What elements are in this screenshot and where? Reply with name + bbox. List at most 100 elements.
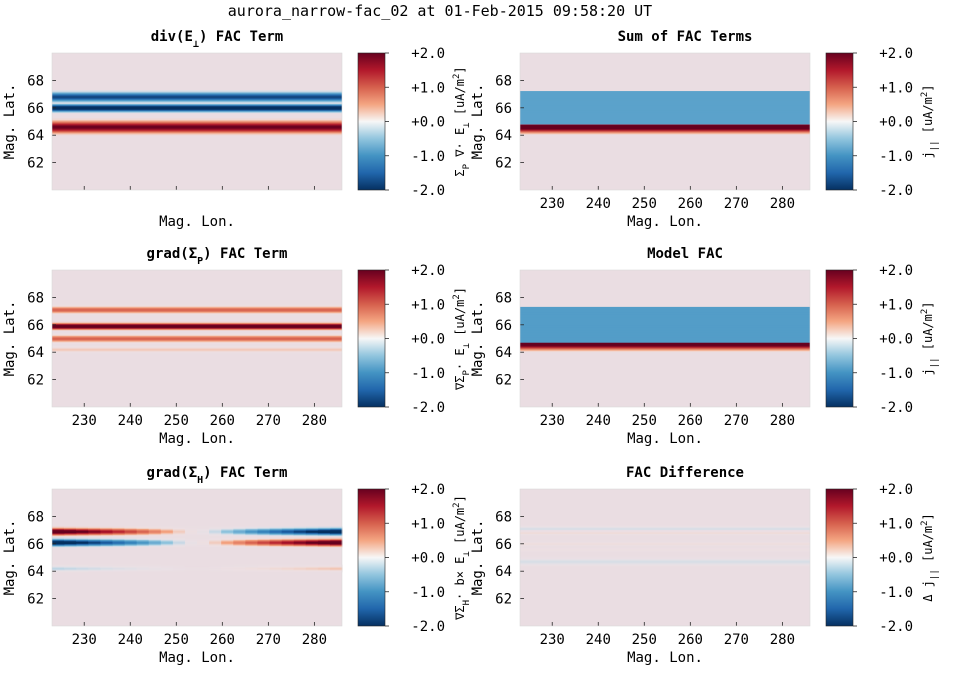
heat-cell [124,540,138,542]
heat-cell [317,540,331,543]
heat-strip [520,131,810,133]
heat-cell [257,535,270,537]
heat-strip [52,127,342,130]
title-part: P [197,256,203,267]
heat-cell [160,529,174,532]
plot-frame [519,269,811,408]
heat-cell [209,543,222,545]
heat-cell [197,544,210,547]
colorbar-label-part: || [930,140,940,151]
heat-cell [64,541,77,543]
heat-cell [221,529,234,531]
heat-cell [305,538,319,540]
heat-strip [520,132,810,134]
heat-strip [520,309,810,313]
heat-cell [76,534,89,536]
heat-strip [520,524,810,526]
heat-strip [520,540,810,542]
colorbar-tick-label: +1.0 [879,516,913,532]
heat-cell [52,532,65,534]
heat-cell [233,538,246,541]
heat-cell [100,540,113,543]
heat-cell [209,542,222,545]
colorbar-tick-label: +0.0 [411,551,445,567]
heat-cell [221,546,234,548]
heat-cell [269,545,283,547]
heat-cell [124,533,138,536]
heat-cell [197,533,210,535]
colorbar-label-part: j [921,151,935,158]
heat-cell [209,534,222,536]
heat-cell [305,544,319,546]
heat-strip [520,128,810,131]
heat-cell [209,564,222,566]
heat-strip [52,125,342,128]
heat-cell [100,527,113,530]
heat-cell [88,538,101,541]
heat-cell [329,540,343,542]
heat-cell [209,544,222,547]
heat-cell [221,531,234,533]
heat-strip [52,327,342,329]
heat-cell [148,533,162,536]
heat-cell [233,546,246,548]
heat-cell [257,533,270,535]
heat-cell [245,544,258,547]
heat-strip [520,317,810,320]
heat-cell [184,542,198,544]
colorbar-label: ∇ΣP· E⊥ [uA/m2] [452,287,472,391]
colorbar-label-part: ] [921,513,935,520]
heat-cell [257,526,270,528]
heat-cell [184,538,198,540]
heat-cell [257,537,270,539]
heat-strip [520,124,810,127]
heat-cell [100,543,113,545]
heat-cell [88,564,101,566]
colorbar-label-part: ∇Σ [453,605,467,620]
heat-strip [520,558,810,560]
heat-cell [269,540,283,543]
heat-cell [136,529,150,531]
heat-cell [148,540,162,542]
heat-cell [76,541,89,543]
heat-strip [520,327,810,331]
heat-cell [148,535,162,537]
colorbar-tick-label: +0.0 [411,332,445,348]
colorbar-label-part: [uA/m [453,300,467,343]
heat-cell [136,534,150,536]
heat-cell [112,538,125,540]
heat-strip [52,130,342,132]
heat-strip [52,306,342,308]
heat-strip [520,557,810,560]
colorbar-label-part: Σ [453,169,467,176]
heat-cell [88,544,101,547]
heat-cell [148,545,162,547]
heat-cell [221,534,234,536]
heat-cell [293,528,307,530]
figure-suptitle: aurora_narrow-fac_02 at 01-Feb-2015 09:5… [228,2,652,20]
heat-cell [112,534,125,536]
heat-cell [184,526,198,528]
heat-cell [184,544,198,546]
heat-cell [281,546,295,548]
heat-cell [160,535,174,537]
heat-cell [160,526,174,528]
heat-cell [197,540,210,542]
heat-cell [329,542,343,544]
colorbar-tick-label: +0.0 [879,551,913,567]
heat-cell [124,527,138,529]
heat-cell [148,539,162,541]
heat-cell [293,540,307,543]
heat-cell [76,544,89,546]
heat-cell [209,540,222,542]
heat-cell [136,540,150,543]
heat-cell [124,545,138,547]
heat-strip [52,309,342,311]
fac-band [520,530,810,536]
x-tick-label: 230 [540,196,565,212]
heat-cell [293,529,307,532]
fac-band [52,333,342,344]
heat-cell [221,527,234,529]
heat-cell [52,533,65,536]
